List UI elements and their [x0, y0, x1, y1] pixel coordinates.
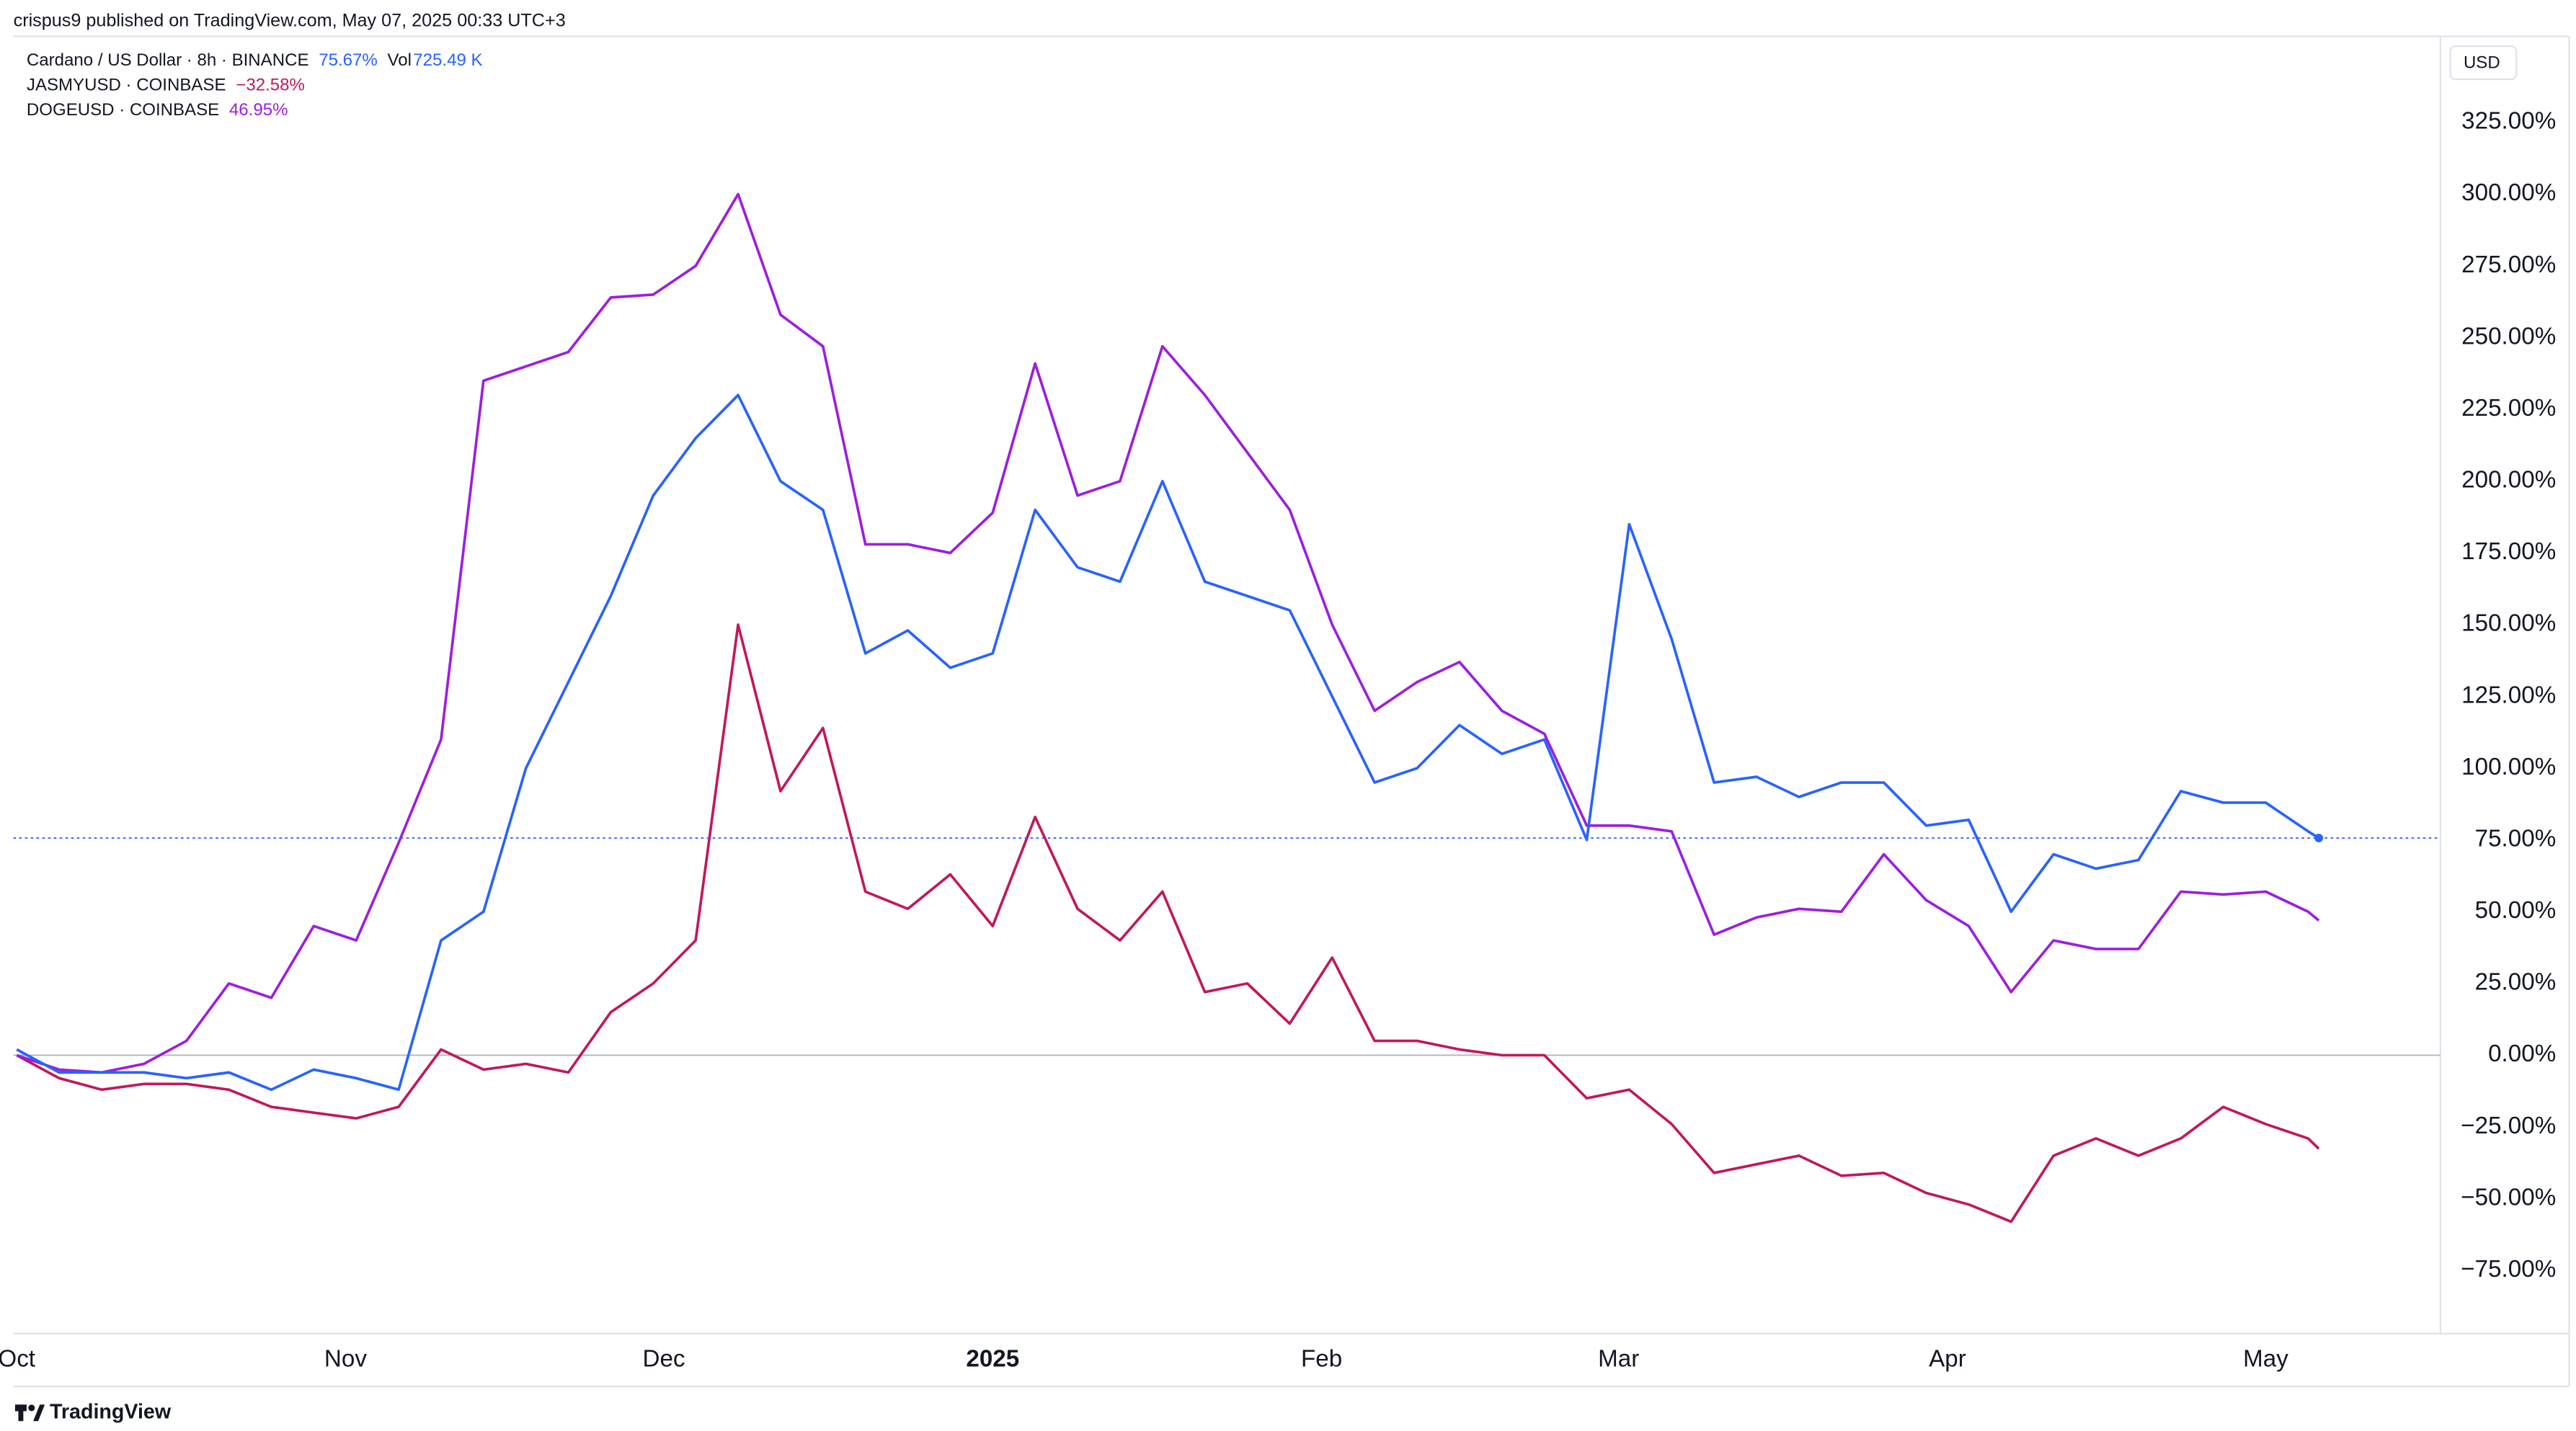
- footer-brand: TradingView: [50, 1400, 172, 1423]
- x-tick-label: Dec: [642, 1345, 685, 1372]
- y-tick-label: 325.00%: [2461, 108, 2556, 135]
- legend-value: 46.95%: [229, 100, 288, 120]
- x-tick-label: Feb: [1301, 1345, 1342, 1372]
- legend-value: −32.58%: [236, 75, 305, 94]
- legend-value: 75.67%: [319, 50, 378, 70]
- y-tick-label: 200.00%: [2461, 467, 2556, 494]
- x-tick-label: May: [2243, 1345, 2288, 1372]
- volume-value: 725.49 K: [413, 50, 482, 70]
- x-tick-label: Nov: [324, 1345, 367, 1372]
- y-tick-label: −50.00%: [2461, 1184, 2556, 1211]
- y-tick-label: 250.00%: [2461, 323, 2556, 349]
- volume-prefix: Vol: [388, 50, 412, 70]
- y-tick-label: 50.00%: [2475, 897, 2557, 924]
- y-tick-label: 175.00%: [2461, 538, 2556, 565]
- last-price-dot: [2314, 834, 2324, 843]
- x-tick-label: 2025: [966, 1345, 1019, 1372]
- currency-label[interactable]: USD: [2464, 53, 2500, 73]
- y-tick-label: 225.00%: [2461, 395, 2556, 422]
- series-line: [16, 192, 2320, 1074]
- y-tick-label: 100.00%: [2461, 754, 2556, 780]
- y-tick-label: 25.00%: [2475, 969, 2557, 996]
- y-tick-label: 275.00%: [2461, 251, 2556, 278]
- footer-logo: [14, 1404, 45, 1422]
- currency-button[interactable]: [2449, 45, 2518, 81]
- x-tick-label: Mar: [1598, 1345, 1639, 1372]
- legend-name: JASMYUSD · COINBASE: [27, 75, 226, 94]
- y-tick-label: 75.00%: [2475, 825, 2557, 852]
- series-line: [16, 393, 2320, 1092]
- y-tick-label: −25.00%: [2461, 1113, 2556, 1139]
- series-line: [16, 623, 2320, 1223]
- y-tick-label: 150.00%: [2461, 610, 2556, 637]
- x-tick-label: Apr: [1929, 1345, 1966, 1372]
- legend-name: DOGEUSD · COINBASE: [27, 100, 219, 120]
- legend-name: Cardano / US Dollar · 8h · BINANCE: [27, 50, 309, 70]
- y-tick-label: 125.00%: [2461, 682, 2556, 708]
- x-tick-label: Oct: [0, 1345, 35, 1372]
- y-tick-label: 0.00%: [2488, 1040, 2556, 1067]
- plot: [16, 192, 2320, 1223]
- y-tick-label: 300.00%: [2461, 179, 2556, 206]
- publisher-note: crispus9 published on TradingView.com, M…: [14, 10, 566, 30]
- y-tick-label: −75.00%: [2461, 1256, 2556, 1283]
